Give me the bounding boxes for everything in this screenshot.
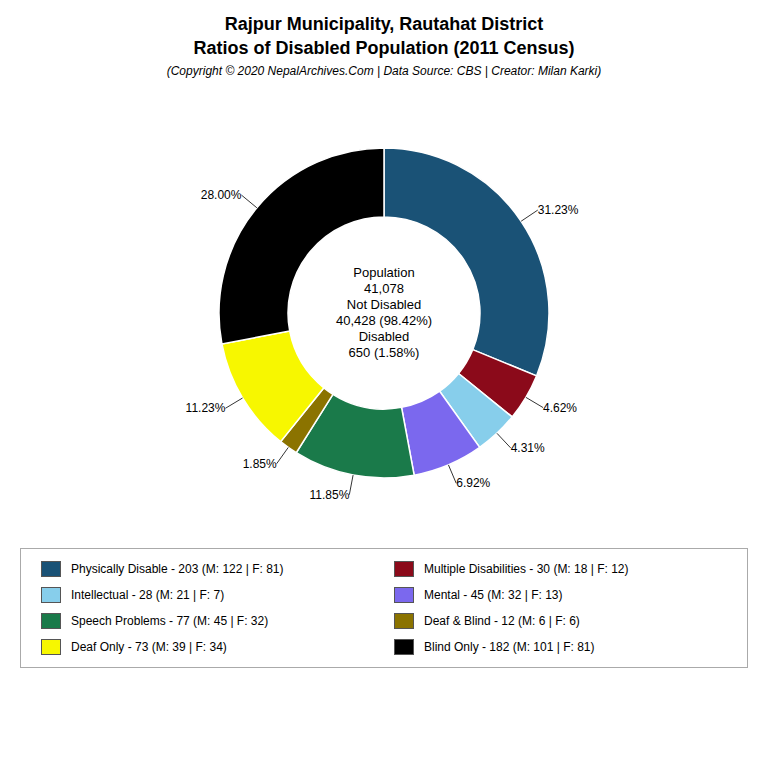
svg-text:6.92%: 6.92%: [456, 476, 490, 490]
svg-text:1.85%: 1.85%: [243, 457, 277, 471]
html-text:650 (1.58%): 650 (1.58%): [348, 345, 420, 360]
svg-text:31.23%: 31.23%: [538, 203, 579, 217]
svg-text:4.62%: 4.62%: [543, 401, 577, 415]
html-text:Not Disabled: Not Disabled: [346, 297, 422, 312]
html-text:Disabled: Disabled: [358, 329, 410, 344]
svg-text:11.85%: 11.85%: [310, 488, 350, 502]
html-text:(Copyright © 2020 NepalArchive: (Copyright © 2020 NepalArchives.Com | Da…: [166, 64, 602, 78]
html-text:Mental - 45 (M: 32 | F: 13): Mental - 45 (M: 32 | F: 13): [424, 588, 563, 602]
html-text:Physically Disable - 203 (M: 1: Physically Disable - 203 (M: 122 | F: 81…: [71, 562, 284, 576]
html-text:Deaf & Blind - 12 (M: 6 | F: 6: Deaf & Blind - 12 (M: 6 | F: 6): [424, 614, 580, 628]
html-text:41,078: 41,078: [364, 281, 404, 296]
html-text:Rajpur Municipality, Rautahat: Rajpur Municipality, Rautahat District: [224, 14, 544, 34]
svg-text:4.31%: 4.31%: [511, 441, 545, 455]
html-text:Intellectual - 28 (M: 21 | F:: Intellectual - 28 (M: 21 | F: 7): [71, 588, 225, 602]
html-text:Multiple Disabilities - 30 (M:: Multiple Disabilities - 30 (M: 18 | F: 1…: [424, 562, 629, 576]
html-text:Blind Only - 182 (M: 101 | F:: Blind Only - 182 (M: 101 | F: 81): [424, 640, 595, 654]
html-text:Speech Problems - 77 (M: 45 |: Speech Problems - 77 (M: 45 | F: 32): [71, 614, 269, 628]
svg-text:11.23%: 11.23%: [186, 401, 226, 415]
svg-text:28.00%: 28.00%: [201, 188, 242, 202]
html-text:Deaf Only - 73 (M: 39 | F: 34): Deaf Only - 73 (M: 39 | F: 34): [71, 640, 227, 654]
html-text:40,428 (98.42%): 40,428 (98.42%): [335, 313, 433, 328]
html-text:Ratios of Disabled Population: Ratios of Disabled Population (2011 Cens…: [193, 38, 575, 58]
html-text:Population: Population: [353, 265, 415, 280]
